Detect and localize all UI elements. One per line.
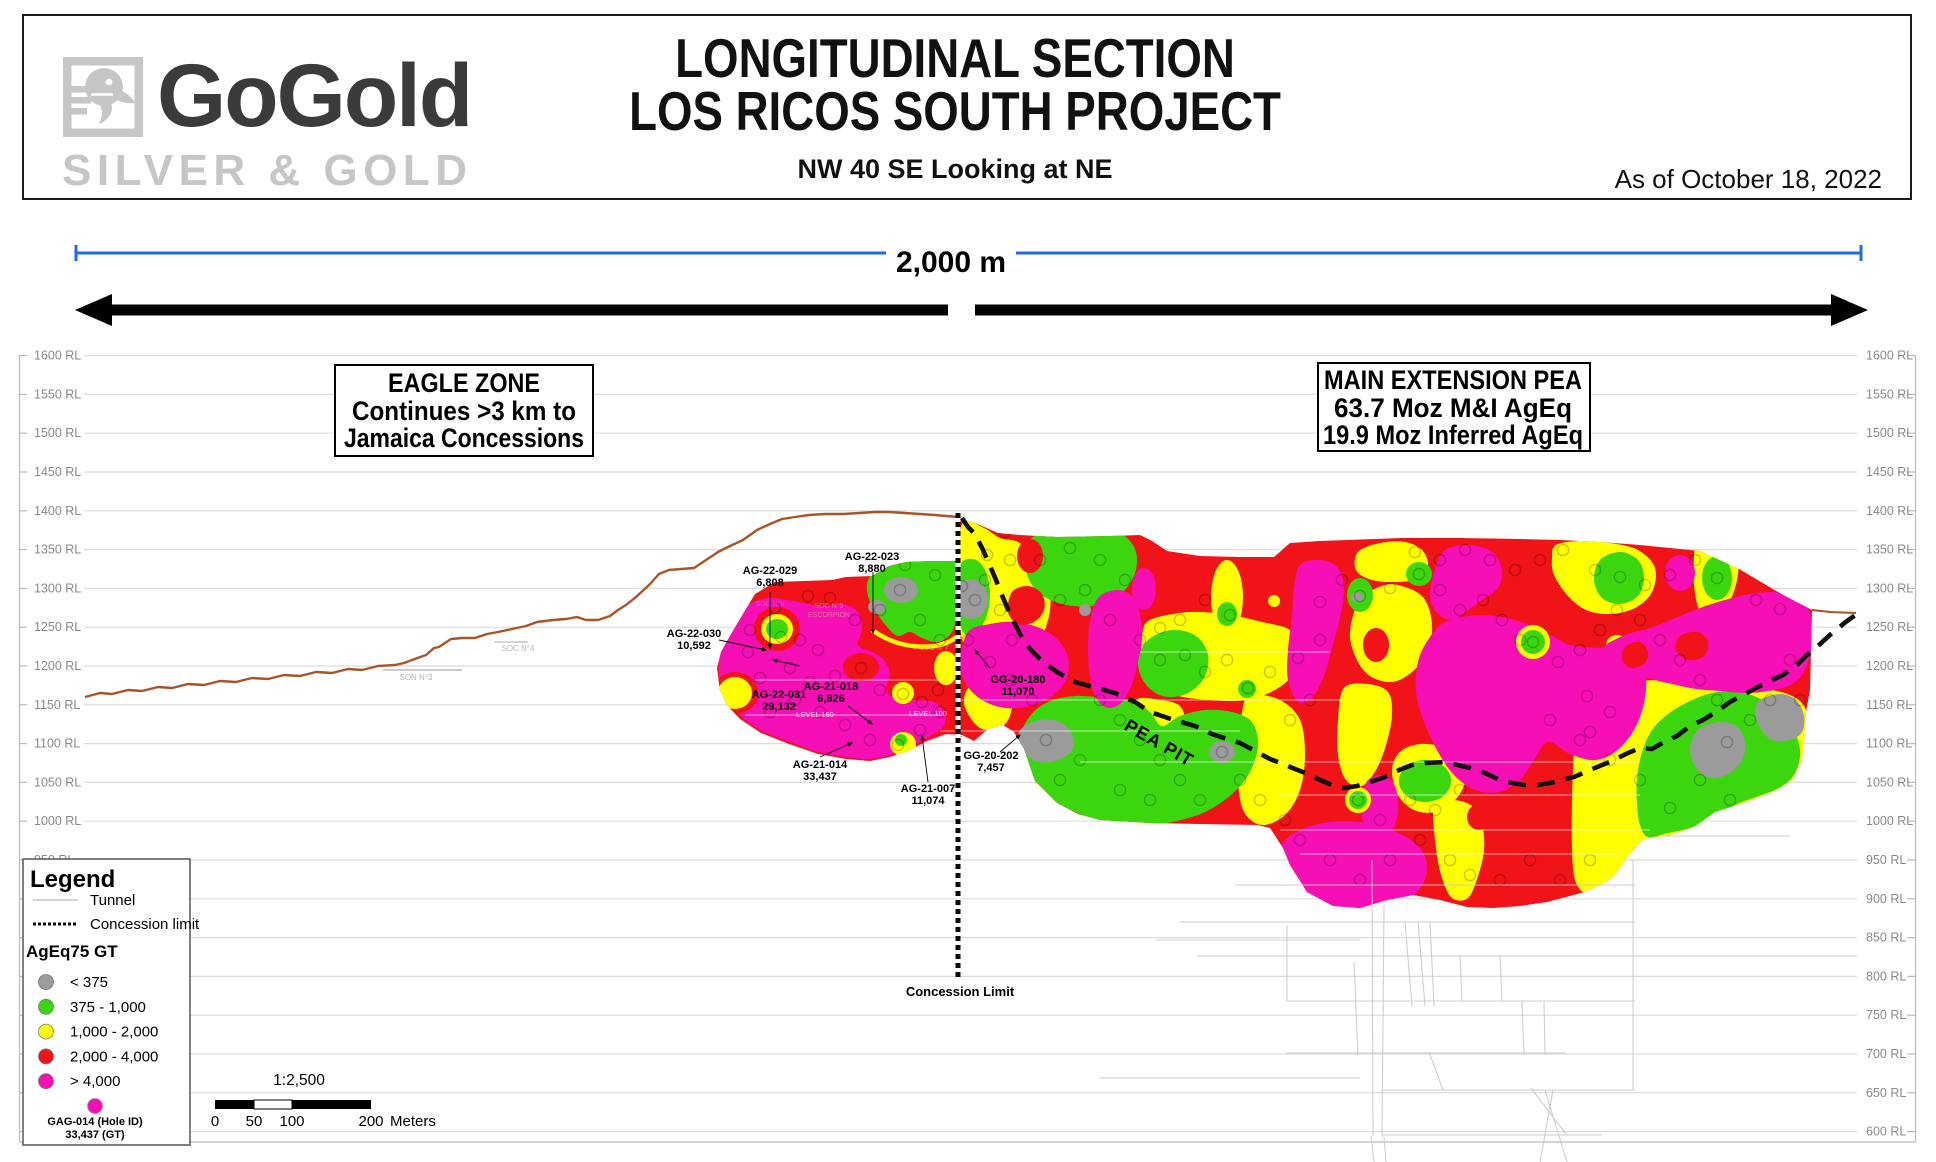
svg-text:SOC N°7: SOC N°7	[920, 644, 949, 652]
svg-text:1200 RL: 1200 RL	[1866, 659, 1913, 673]
svg-text:MAIN EXTENSION PEA: MAIN EXTENSION PEA	[1324, 365, 1582, 395]
svg-text:AG-21-014: AG-21-014	[793, 759, 848, 771]
svg-text:200: 200	[358, 1113, 383, 1130]
svg-text:7,457: 7,457	[977, 762, 1005, 774]
svg-text:1400 RL: 1400 RL	[34, 504, 81, 518]
svg-text:900 RL: 900 RL	[1866, 892, 1906, 906]
svg-text:1350 RL: 1350 RL	[34, 543, 81, 557]
svg-text:LEVEL 160: LEVEL 160	[796, 710, 834, 719]
svg-text:1300 RL: 1300 RL	[1866, 581, 1913, 595]
svg-text:10,592: 10,592	[677, 640, 711, 652]
svg-text:33,437: 33,437	[803, 771, 837, 783]
svg-text:Legend: Legend	[30, 866, 115, 893]
svg-text:SOC N°4: SOC N°4	[502, 644, 536, 653]
svg-text:29,132: 29,132	[762, 701, 796, 713]
svg-text:0: 0	[211, 1113, 219, 1130]
svg-text:1000 RL: 1000 RL	[34, 814, 81, 828]
svg-text:11,074: 11,074	[911, 795, 945, 807]
svg-text:1600 RL: 1600 RL	[1866, 349, 1913, 363]
svg-text:1450 RL: 1450 RL	[34, 465, 81, 479]
svg-text:1550 RL: 1550 RL	[34, 387, 81, 401]
svg-text:650 RL: 650 RL	[1866, 1086, 1906, 1100]
svg-text:375 - 1,000: 375 - 1,000	[70, 999, 146, 1016]
svg-text:AG-21-018: AG-21-018	[804, 681, 858, 693]
svg-text:1000 RL: 1000 RL	[1866, 814, 1913, 828]
svg-text:19.9 Moz Inferred AgEq: 19.9 Moz Inferred AgEq	[1323, 420, 1583, 450]
svg-text:750 RL: 750 RL	[1866, 1008, 1906, 1022]
svg-text:1600 RL: 1600 RL	[34, 349, 81, 363]
svg-text:1500 RL: 1500 RL	[1866, 426, 1913, 440]
svg-text:600 RL: 600 RL	[1866, 1125, 1906, 1139]
svg-text:EAGLE ZONE: EAGLE ZONE	[388, 368, 540, 398]
svg-text:1250 RL: 1250 RL	[34, 620, 81, 634]
svg-text:1550 RL: 1550 RL	[1866, 387, 1913, 401]
svg-text:63.7 Moz M&I AgEq: 63.7 Moz M&I AgEq	[1334, 393, 1572, 423]
svg-text:SOC N°5: SOC N°5	[815, 602, 844, 610]
svg-text:GAG-014 (Hole ID): GAG-014 (Hole ID)	[47, 1116, 143, 1128]
svg-text:Meters: Meters	[390, 1113, 436, 1130]
svg-text:AG-21-007: AG-21-007	[901, 783, 955, 795]
svg-text:LEVEL 100: LEVEL 100	[909, 709, 947, 718]
svg-text:33,437 (GT): 33,437 (GT)	[65, 1129, 125, 1141]
svg-text:11,070: 11,070	[1001, 686, 1034, 698]
svg-text:1300 RL: 1300 RL	[34, 581, 81, 595]
svg-text:700 RL: 700 RL	[1866, 1047, 1906, 1061]
svg-text:GG-20-202: GG-20-202	[963, 750, 1018, 762]
svg-text:1250 RL: 1250 RL	[1866, 620, 1913, 634]
svg-text:8,880: 8,880	[858, 563, 886, 575]
svg-text:1,000 - 2,000: 1,000 - 2,000	[70, 1024, 158, 1041]
svg-text:1400 RL: 1400 RL	[1866, 504, 1913, 518]
svg-text:1050 RL: 1050 RL	[1866, 775, 1913, 789]
svg-text:Jamaica Concessions: Jamaica Concessions	[344, 423, 584, 453]
svg-text:6,808: 6,808	[756, 577, 784, 589]
svg-text:SON N°3: SON N°3	[400, 673, 434, 682]
svg-text:Continues >3 km to: Continues >3 km to	[352, 396, 576, 426]
svg-text:ESCORPION: ESCORPION	[808, 612, 850, 619]
svg-text:50: 50	[246, 1113, 263, 1130]
svg-text:Concession Limit: Concession Limit	[906, 984, 1015, 999]
svg-text:1150 RL: 1150 RL	[34, 698, 80, 712]
svg-text:950 RL: 950 RL	[1866, 853, 1906, 867]
svg-text:100: 100	[279, 1113, 304, 1130]
svg-text:1350 RL: 1350 RL	[1866, 543, 1913, 557]
svg-text:1150 RL: 1150 RL	[1866, 698, 1912, 712]
svg-text:2,000 m: 2,000 m	[896, 246, 1006, 279]
svg-text:1100 RL: 1100 RL	[34, 737, 80, 751]
svg-text:> 4,000: > 4,000	[70, 1073, 120, 1090]
svg-text:1:2,500: 1:2,500	[273, 1072, 325, 1089]
svg-text:Concession limit: Concession limit	[90, 916, 200, 933]
svg-text:1450 RL: 1450 RL	[1866, 465, 1913, 479]
svg-text:1500 RL: 1500 RL	[34, 426, 81, 440]
svg-text:AG-22-023: AG-22-023	[845, 551, 899, 563]
svg-text:2,000 - 4,000: 2,000 - 4,000	[70, 1048, 158, 1065]
svg-text:AgEq75 GT: AgEq75 GT	[26, 942, 118, 961]
svg-text:1200 RL: 1200 RL	[34, 659, 81, 673]
svg-text:1050 RL: 1050 RL	[34, 775, 81, 789]
svg-text:800 RL: 800 RL	[1866, 969, 1906, 983]
svg-text:6,826: 6,826	[817, 693, 845, 705]
svg-text:AG-22-031: AG-22-031	[752, 689, 806, 701]
svg-text:AG-22-030: AG-22-030	[667, 628, 721, 640]
svg-text:850 RL: 850 RL	[1866, 931, 1906, 945]
svg-text:< 375: < 375	[70, 974, 108, 991]
svg-text:GG-20-180: GG-20-180	[990, 674, 1045, 686]
svg-text:Tunnel: Tunnel	[90, 892, 135, 909]
svg-text:1100 RL: 1100 RL	[1866, 737, 1912, 751]
svg-text:AG-22-029: AG-22-029	[743, 565, 797, 577]
